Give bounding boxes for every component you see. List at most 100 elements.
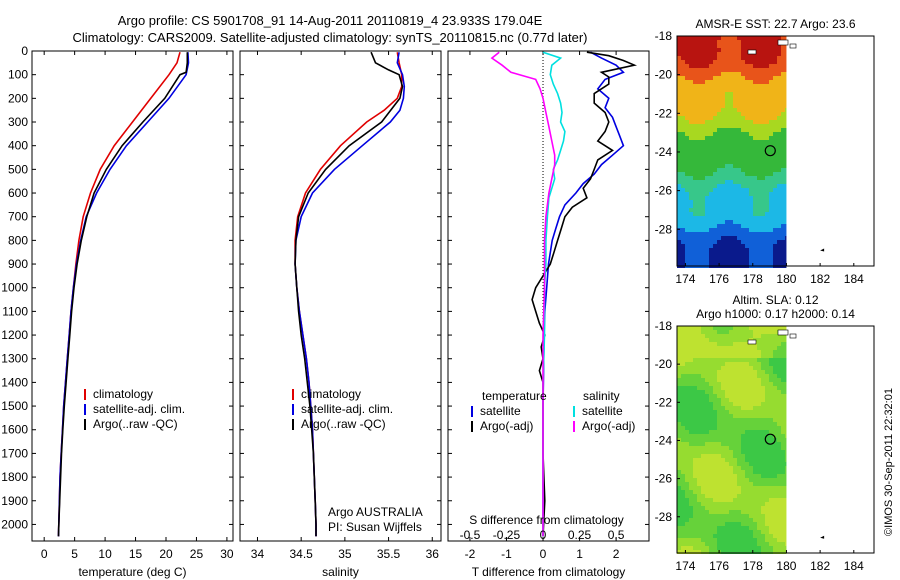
sla_map-cell xyxy=(705,546,709,550)
sst_map-cell xyxy=(781,44,785,48)
sst_map-cell xyxy=(737,64,741,68)
sst_map-cell xyxy=(709,172,713,176)
sla_map-cell xyxy=(769,338,773,342)
sla_map-cell xyxy=(693,354,697,358)
sla_map-cell xyxy=(777,442,781,446)
sla_map-cell xyxy=(741,370,745,374)
sla_map-cell xyxy=(781,530,785,534)
sla_map-cell xyxy=(741,338,745,342)
sst_map-cell xyxy=(709,120,713,124)
sst_map-cell xyxy=(777,144,781,148)
sst_map-cell xyxy=(721,256,725,260)
sla_map-cell xyxy=(729,454,733,458)
sst_map-cell xyxy=(757,176,761,180)
sst_map-cell xyxy=(749,252,753,256)
sla_map-cell xyxy=(689,526,693,530)
sst_map-cell xyxy=(721,92,725,96)
sst_map-cell xyxy=(713,56,717,60)
sla_map-cell xyxy=(785,478,787,482)
sla_map-cell xyxy=(745,534,749,538)
sst_map-cell xyxy=(685,36,689,40)
sla_map-cell xyxy=(681,502,685,506)
sla_map-cell xyxy=(677,342,681,346)
sla_map-cell xyxy=(757,482,761,486)
sst_map-cell xyxy=(765,120,769,124)
sla_map-cell xyxy=(761,410,765,414)
sla_map-cell xyxy=(785,522,787,526)
sla_map-cell xyxy=(733,506,737,510)
sla_map-cell xyxy=(697,406,701,410)
sla_map-cell xyxy=(757,378,761,382)
sla_map-cell xyxy=(745,490,749,494)
sla_map-cell xyxy=(693,482,697,486)
sla_map-cell xyxy=(741,542,745,546)
sla_map-title: Argo h1000: 0.17 h2000: 0.14 xyxy=(696,307,855,321)
sst_map-cell xyxy=(697,60,701,64)
sla_map-cell xyxy=(713,390,717,394)
sla_map-cell xyxy=(769,446,773,450)
sst_map-cell xyxy=(785,164,787,168)
sst_map-cell xyxy=(745,132,749,136)
sst_map-cell xyxy=(753,216,757,220)
sst_map-cell xyxy=(741,80,745,84)
sst_map-cell xyxy=(693,76,697,80)
sst_map-cell xyxy=(705,200,709,204)
sst_map-cell xyxy=(709,144,713,148)
sst_map-cell xyxy=(785,136,787,140)
sla_map-cell xyxy=(761,542,765,546)
sst_map-cell xyxy=(725,116,729,120)
sst_map-cell xyxy=(713,172,717,176)
sla_map-cell xyxy=(777,430,781,434)
sst_map-cell xyxy=(749,88,753,92)
sla_map-cell xyxy=(729,346,733,350)
sla_map-cell xyxy=(685,414,689,418)
sst_map-cell xyxy=(777,248,781,252)
sla_map-cell xyxy=(769,362,773,366)
sst_map-cell xyxy=(701,212,705,216)
sst_map-cell xyxy=(721,96,725,100)
salinity-panel: 34 34.5 35 35.5 36salinityclimatologysatelli… xyxy=(239,50,442,579)
sst_map-cell xyxy=(761,108,765,112)
sst_map-cell xyxy=(701,128,705,132)
depth-tick-label: 0 xyxy=(21,44,28,58)
sst_map-cell xyxy=(769,176,773,180)
sst_map-cell xyxy=(729,96,733,100)
sla_map-cell xyxy=(701,346,705,350)
sla_map-cell xyxy=(749,530,753,534)
sst_map-cell xyxy=(697,224,701,228)
sst_map-cell xyxy=(753,88,757,92)
sst_map-cell xyxy=(721,232,725,236)
sst_map-cell xyxy=(693,172,697,176)
sst_map-cell xyxy=(765,216,769,220)
sst_map-cell xyxy=(685,252,689,256)
sst_map-cell xyxy=(681,256,685,260)
sst_map-cell xyxy=(773,136,777,140)
sla_map-cell xyxy=(709,362,713,366)
sla_map-cell xyxy=(773,474,777,478)
sla_map-cell xyxy=(725,374,729,378)
sst_map-cell xyxy=(737,200,741,204)
sla_map-cell xyxy=(689,434,693,438)
sla_map-cell xyxy=(757,438,761,442)
sla_map-cell xyxy=(705,462,709,466)
sla_map-cell xyxy=(701,490,705,494)
sla_map-cell xyxy=(717,438,721,442)
sst_map-cell xyxy=(697,244,701,248)
sla_map-cell xyxy=(733,418,737,422)
sla_map-cell xyxy=(701,382,705,386)
sla_map-cell xyxy=(761,450,765,454)
sst_map-cell xyxy=(725,184,729,188)
sla_map-cell xyxy=(729,470,733,474)
sst_map-cell xyxy=(709,136,713,140)
sst_map-cell xyxy=(677,48,681,52)
sla_map-cell xyxy=(709,354,713,358)
sst_map-cell xyxy=(725,48,729,52)
sla_map-cell xyxy=(701,362,705,366)
sst_map-cell xyxy=(689,224,693,228)
sst_map-cell xyxy=(741,84,745,88)
sla_map-cell xyxy=(749,410,753,414)
sst_map-cell xyxy=(761,244,765,248)
sst_map-cell xyxy=(697,144,701,148)
sst_map-cell xyxy=(697,236,701,240)
sla_map-cell xyxy=(737,490,741,494)
